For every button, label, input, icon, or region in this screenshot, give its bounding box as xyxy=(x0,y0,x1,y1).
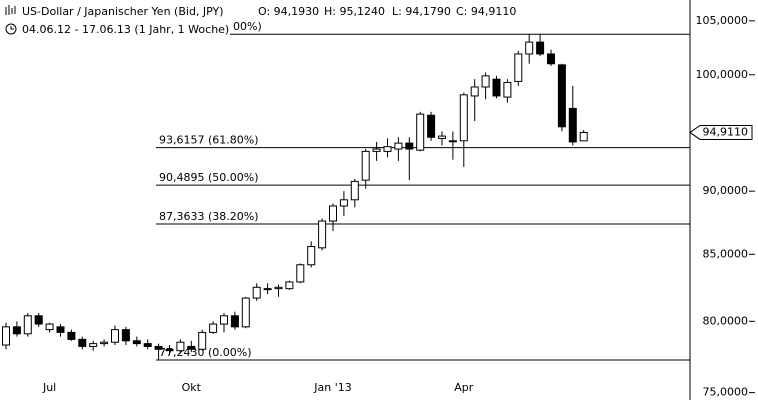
candle-body xyxy=(274,286,283,290)
candle-body xyxy=(132,340,141,345)
candle-body xyxy=(56,326,65,333)
x-tick-label: Jan '13 xyxy=(313,381,351,394)
candle-body xyxy=(78,338,87,347)
candle-body xyxy=(427,114,436,138)
candle-body xyxy=(557,64,566,128)
candle-body xyxy=(198,331,207,350)
candle-body xyxy=(45,323,54,331)
candle-body xyxy=(209,323,218,333)
y-tick-label: 80,0000 xyxy=(703,314,749,327)
y-tick-label: 90,0000 xyxy=(703,184,749,197)
level-label: 00%) xyxy=(233,20,262,33)
candle-body xyxy=(372,148,381,152)
clock-icon xyxy=(5,23,17,35)
date-range: 04.06.12 - 17.06.13 (1 Jahr, 1 Woche) xyxy=(22,23,229,36)
candle-body xyxy=(416,113,425,151)
level-label: 87,3633 (38.20%) xyxy=(159,210,259,223)
candle-body xyxy=(394,142,403,150)
price-marker xyxy=(689,124,753,140)
y-tick-label: 105,0000 xyxy=(696,14,749,27)
candle-body xyxy=(329,205,337,222)
x-tick-label: Jul xyxy=(42,381,56,394)
candle-body xyxy=(143,343,152,347)
candle-body xyxy=(361,150,370,181)
candle-body xyxy=(176,341,185,352)
candle-body xyxy=(470,86,479,97)
ohlc-label: O: 94,1930 xyxy=(258,5,319,18)
candle-body xyxy=(438,135,446,139)
candle-body xyxy=(568,107,577,143)
candle-body xyxy=(383,146,392,152)
candle-body xyxy=(12,326,21,335)
candle-body xyxy=(547,53,555,65)
level-label: 90,4895 (50.00%) xyxy=(159,171,259,184)
y-tick-label: 75,0000 xyxy=(703,386,749,399)
candle-body xyxy=(252,286,261,299)
x-tick-label: Okt xyxy=(182,381,202,394)
candle-body xyxy=(111,329,119,343)
candle-body xyxy=(318,220,327,249)
candle-body xyxy=(405,142,414,150)
y-tick-label: 100,0000 xyxy=(696,68,749,81)
candle-body xyxy=(503,82,512,98)
candle-body xyxy=(230,315,239,328)
candle-body xyxy=(89,343,98,347)
candle-body xyxy=(187,345,196,350)
chart-title: US-Dollar / Japanischer Yen (Bid, JPY) xyxy=(22,5,224,18)
candle-body xyxy=(514,53,523,82)
candle-body xyxy=(23,315,32,335)
ohlc-label: L: 94,1790 xyxy=(392,5,451,18)
candle-body xyxy=(165,348,174,352)
candle-body xyxy=(285,281,294,290)
price-label: 94,9110 xyxy=(703,125,749,138)
candle-body xyxy=(448,140,457,143)
candle-body xyxy=(263,288,272,291)
chart-icon xyxy=(5,5,16,15)
candle-body xyxy=(481,75,490,88)
candle-body xyxy=(459,94,468,142)
candle-body xyxy=(220,315,228,325)
level-label: 93,6157 (61.80%) xyxy=(159,134,259,147)
candle-body xyxy=(154,345,163,350)
candle-body xyxy=(296,264,305,283)
candle-body xyxy=(100,341,109,345)
ohlc-label: H: 95,1240 xyxy=(324,5,385,18)
candle-body xyxy=(579,131,588,142)
candle-body xyxy=(2,326,10,346)
candle-body xyxy=(339,199,348,207)
candle-body xyxy=(121,329,130,342)
y-tick-label: 85,0000 xyxy=(703,247,749,260)
candle-body xyxy=(67,331,76,340)
x-tick-label: Apr xyxy=(454,381,474,394)
candle-body xyxy=(536,41,545,55)
candle-body xyxy=(241,297,250,328)
ohlc-label: C: 94,9110 xyxy=(456,5,516,18)
candle-body xyxy=(492,78,501,97)
candle-body xyxy=(307,246,316,266)
candle-body xyxy=(34,315,43,325)
candle-body xyxy=(350,180,359,201)
candle-body xyxy=(525,41,534,55)
